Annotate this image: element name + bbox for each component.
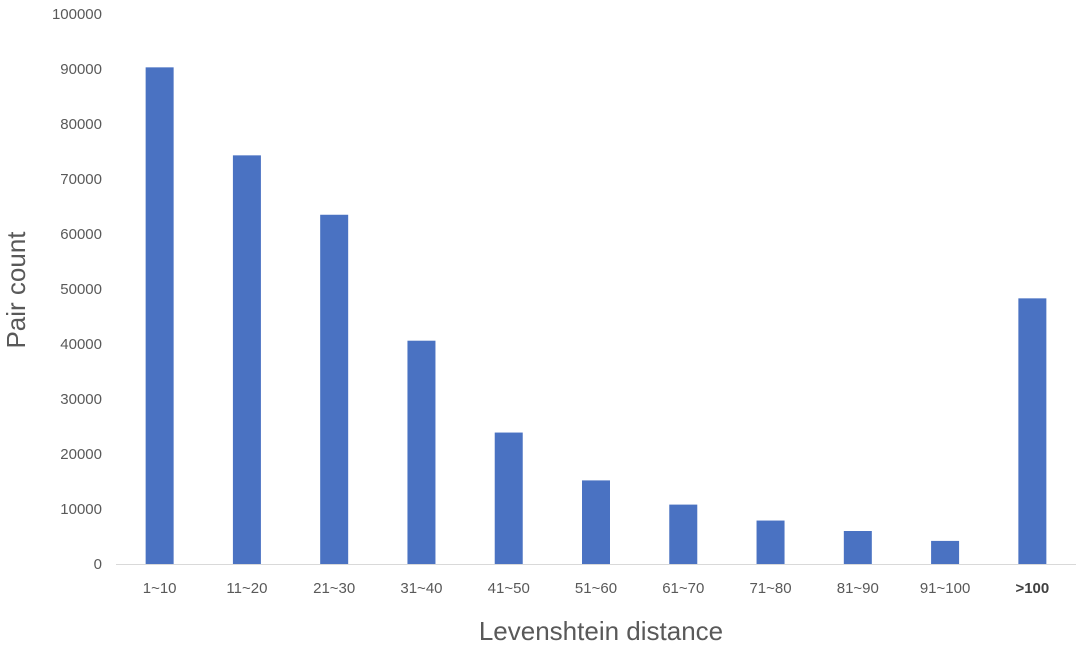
x-tick-label: 61~70: [662, 580, 704, 597]
y-tick-label: 0: [94, 556, 102, 573]
y-tick-label: 70000: [60, 171, 102, 188]
bar-8: [843, 531, 872, 564]
bar-7: [756, 520, 785, 564]
y-axis-ticks: 0 10000 20000 30000 40000 50000 60000 70000 8000…: [52, 6, 102, 573]
bar-6: [669, 504, 698, 564]
bar-2: [320, 214, 349, 564]
x-axis-title: Levenshtein distance: [479, 616, 723, 646]
y-tick-label: 10000: [60, 501, 102, 518]
x-tick-label: 31~40: [400, 580, 442, 597]
y-axis-title: Pair count: [1, 231, 31, 349]
x-tick-label: 71~80: [749, 580, 791, 597]
bar-4: [494, 432, 523, 564]
x-tick-label: 91~100: [920, 580, 970, 597]
bar-0: [145, 67, 174, 564]
x-tick-label: >100: [1015, 580, 1049, 597]
x-tick-label: 1~10: [143, 580, 177, 597]
y-tick-label: 100000: [52, 6, 102, 23]
bar-5: [582, 480, 610, 564]
x-tick-label: 41~50: [488, 580, 530, 597]
x-tick-label: 21~30: [313, 580, 355, 597]
y-tick-label: 40000: [60, 336, 102, 353]
x-tick-label: 81~90: [837, 580, 879, 597]
bar-1: [232, 155, 261, 564]
y-tick-label: 90000: [60, 61, 102, 78]
bar-3: [407, 340, 436, 564]
y-tick-label: 20000: [60, 446, 102, 463]
x-axis-ticks: 1~10 11~20 21~30 31~40 41~50 51~60 61~70 71~80 8…: [143, 580, 1050, 597]
x-tick-label: 51~60: [575, 580, 617, 597]
y-tick-label: 80000: [60, 116, 102, 133]
bar-9: [931, 540, 960, 564]
y-tick-label: 30000: [60, 391, 102, 408]
x-tick-label: 11~20: [226, 580, 267, 597]
y-tick-label: 50000: [60, 281, 102, 298]
bar-10: [1018, 298, 1047, 564]
y-tick-label: 60000: [60, 226, 102, 243]
bars: [145, 67, 1047, 564]
